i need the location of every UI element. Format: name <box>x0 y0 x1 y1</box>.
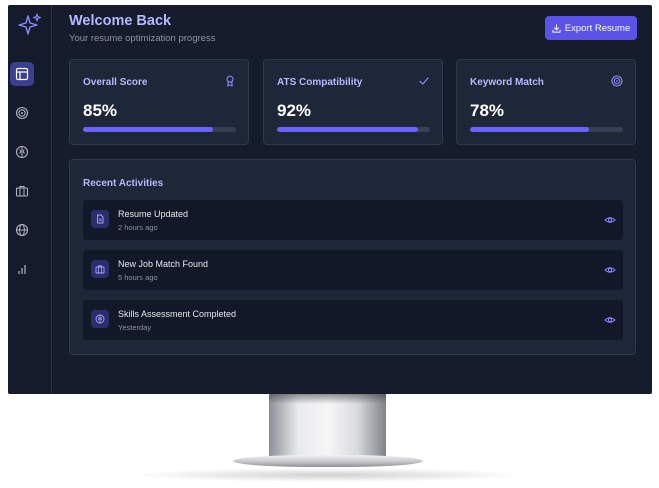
check-icon <box>419 77 429 85</box>
activity-item[interactable]: New Job Match Found 5 hours ago <box>83 250 623 290</box>
activity-title: New Job Match Found <box>118 259 209 269</box>
app-screen: Welcome Back Your resume optimization pr… <box>8 5 652 394</box>
page-subtitle: Your resume optimization progress <box>69 33 216 44</box>
monitor-floor-shadow <box>130 468 526 482</box>
sidebar-item-skills[interactable] <box>10 140 34 164</box>
sparkle-logo-icon <box>18 13 42 35</box>
award-icon <box>226 75 234 87</box>
briefcase-icon <box>15 185 29 197</box>
export-resume-button[interactable]: Export Resume <box>545 16 637 40</box>
stat-card-ats-compatibility: ATS Compatibility 92% <box>263 59 443 145</box>
globe-icon <box>15 223 29 237</box>
stat-value: 92% <box>277 101 312 120</box>
activity-item[interactable]: Skills Assessment Completed Yesterday <box>83 300 623 340</box>
progress-bar <box>83 127 236 132</box>
eye-icon[interactable] <box>604 314 616 326</box>
export-resume-label: Export Resume <box>564 22 631 34</box>
bar-chart-icon <box>18 265 26 274</box>
stat-value: 78% <box>470 101 505 120</box>
brain-icon <box>95 314 105 324</box>
stat-card-keyword-match: Keyword Match 78% <box>456 59 636 145</box>
activity-title: Skills Assessment Completed <box>118 309 237 319</box>
progress-fill <box>277 127 418 132</box>
activity-icon-box <box>91 310 109 328</box>
stat-label: ATS Compatibility <box>277 77 363 88</box>
target-icon <box>611 75 623 87</box>
monitor-stand-neck <box>269 394 386 457</box>
download-icon <box>552 23 561 33</box>
stat-card-overall-score: Overall Score 85% <box>69 59 249 145</box>
stat-value: 85% <box>83 101 118 120</box>
sidebar-item-target[interactable] <box>10 101 34 125</box>
monitor-stand-shadow <box>269 394 386 404</box>
sidebar <box>8 5 52 394</box>
activity-time: 5 hours ago <box>118 273 158 282</box>
activity-title: Resume Updated <box>118 209 189 219</box>
file-icon <box>97 214 104 224</box>
progress-bar <box>470 127 623 132</box>
activity-icon-box <box>91 210 109 228</box>
activity-time: Yesterday <box>118 323 152 332</box>
target-icon <box>15 106 29 120</box>
eye-icon[interactable] <box>604 214 616 226</box>
layout-icon <box>15 67 29 81</box>
page-title: Welcome Back <box>69 13 172 29</box>
activity-icon-box <box>91 260 109 278</box>
progress-bar <box>277 127 430 132</box>
stat-label: Overall Score <box>83 77 148 88</box>
activities-title: Recent Activities <box>83 178 164 189</box>
brain-icon <box>15 145 29 159</box>
activity-time: 2 hours ago <box>118 223 158 232</box>
progress-fill <box>470 127 590 132</box>
sidebar-item-jobs[interactable] <box>10 179 34 203</box>
recent-activities-panel: Recent Activities Resume Updated 2 hours… <box>69 159 636 355</box>
sidebar-item-dashboard[interactable] <box>10 62 34 86</box>
briefcase-icon <box>95 265 105 274</box>
sidebar-item-global[interactable] <box>10 218 34 242</box>
activity-item[interactable]: Resume Updated 2 hours ago <box>83 200 623 240</box>
eye-icon[interactable] <box>604 264 616 276</box>
monitor-stand-base <box>233 455 423 467</box>
stat-label: Keyword Match <box>470 77 544 88</box>
sidebar-item-analytics[interactable] <box>10 257 34 281</box>
progress-fill <box>83 127 214 132</box>
